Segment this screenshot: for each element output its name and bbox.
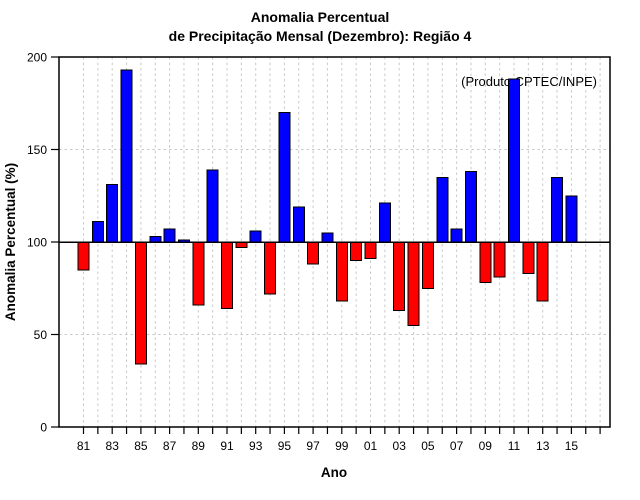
y-tick-label-100: 100 <box>27 236 47 250</box>
bar-2003 <box>393 241 406 311</box>
bar-2009 <box>479 241 492 284</box>
x-axis-label: Ano <box>321 465 347 480</box>
bar-2014 <box>551 176 564 243</box>
bar-1993 <box>249 230 262 243</box>
bar-1981 <box>77 241 90 271</box>
x-tick-label-99: 99 <box>335 439 349 453</box>
bar-2010 <box>493 241 506 278</box>
x-tick-label-85: 85 <box>134 439 148 453</box>
x-tick-label-05: 05 <box>421 439 435 453</box>
y-tick-label-50: 50 <box>34 328 48 342</box>
chart-title-line1: Anomalia Percentual <box>251 9 390 25</box>
x-tick-label-89: 89 <box>192 439 206 453</box>
x-tick-label-87: 87 <box>163 439 177 453</box>
bar-1999 <box>335 241 348 302</box>
y-axis-label: Anomalia Percentual (%) <box>3 163 18 321</box>
bar-2000 <box>350 241 363 261</box>
bar-2001 <box>364 241 377 260</box>
x-tick-label-11: 11 <box>508 439 521 453</box>
x-tick-label-01: 01 <box>364 439 378 453</box>
bar-2015 <box>565 195 578 243</box>
x-tick-label-09: 09 <box>479 439 493 453</box>
bar-2011 <box>508 78 520 243</box>
bar-1992 <box>235 241 248 249</box>
x-tick-label-81: 81 <box>77 439 91 453</box>
bar-1984 <box>120 69 133 243</box>
bar-2002 <box>378 202 391 243</box>
bar-1995 <box>278 112 291 243</box>
bar-1990 <box>206 169 219 243</box>
bar-1994 <box>264 241 277 295</box>
x-tick-label-83: 83 <box>106 439 120 453</box>
bar-2007 <box>450 228 463 243</box>
axes: 0 50 100 150 200 81 83 85 87 89 91 93 95 97 99 01 03 05 07… <box>27 51 611 453</box>
bar-2012 <box>522 241 535 274</box>
bar-1997 <box>307 241 320 265</box>
bar-2013 <box>536 241 549 302</box>
bar-1996 <box>292 206 305 243</box>
bar-1991 <box>221 241 233 310</box>
x-tick-label-91: 91 <box>220 439 234 453</box>
bar-1989 <box>192 241 205 306</box>
bar-2004 <box>407 241 420 326</box>
x-tick-label-97: 97 <box>306 439 320 453</box>
y-tick-label-150: 150 <box>27 143 47 157</box>
gridlines <box>59 57 610 427</box>
bar-2008 <box>464 171 477 243</box>
bar-1998 <box>321 232 334 243</box>
x-tick-label-13: 13 <box>536 439 550 453</box>
bar-1986 <box>149 235 162 243</box>
chart-title-line2: de Precipitação Mensal (Dezembro): Regiã… <box>169 28 472 44</box>
x-tick-label-15: 15 <box>565 439 579 453</box>
x-tick-label-93: 93 <box>249 439 263 453</box>
bar-1987 <box>163 228 176 243</box>
x-tick-label-95: 95 <box>278 439 292 453</box>
bar-1983 <box>106 184 119 243</box>
source-annotation: (Produto CPTEC/INPE) <box>461 74 597 89</box>
bar-2006 <box>436 176 449 243</box>
x-tick-label-07: 07 <box>450 439 464 453</box>
bar-2005 <box>421 241 434 289</box>
bars <box>77 69 578 365</box>
bar-1982 <box>91 221 104 243</box>
x-tick-label-03: 03 <box>393 439 407 453</box>
bar-1985 <box>134 241 147 365</box>
y-tick-label-0: 0 <box>40 421 47 435</box>
y-tick-label-200: 200 <box>27 51 47 65</box>
